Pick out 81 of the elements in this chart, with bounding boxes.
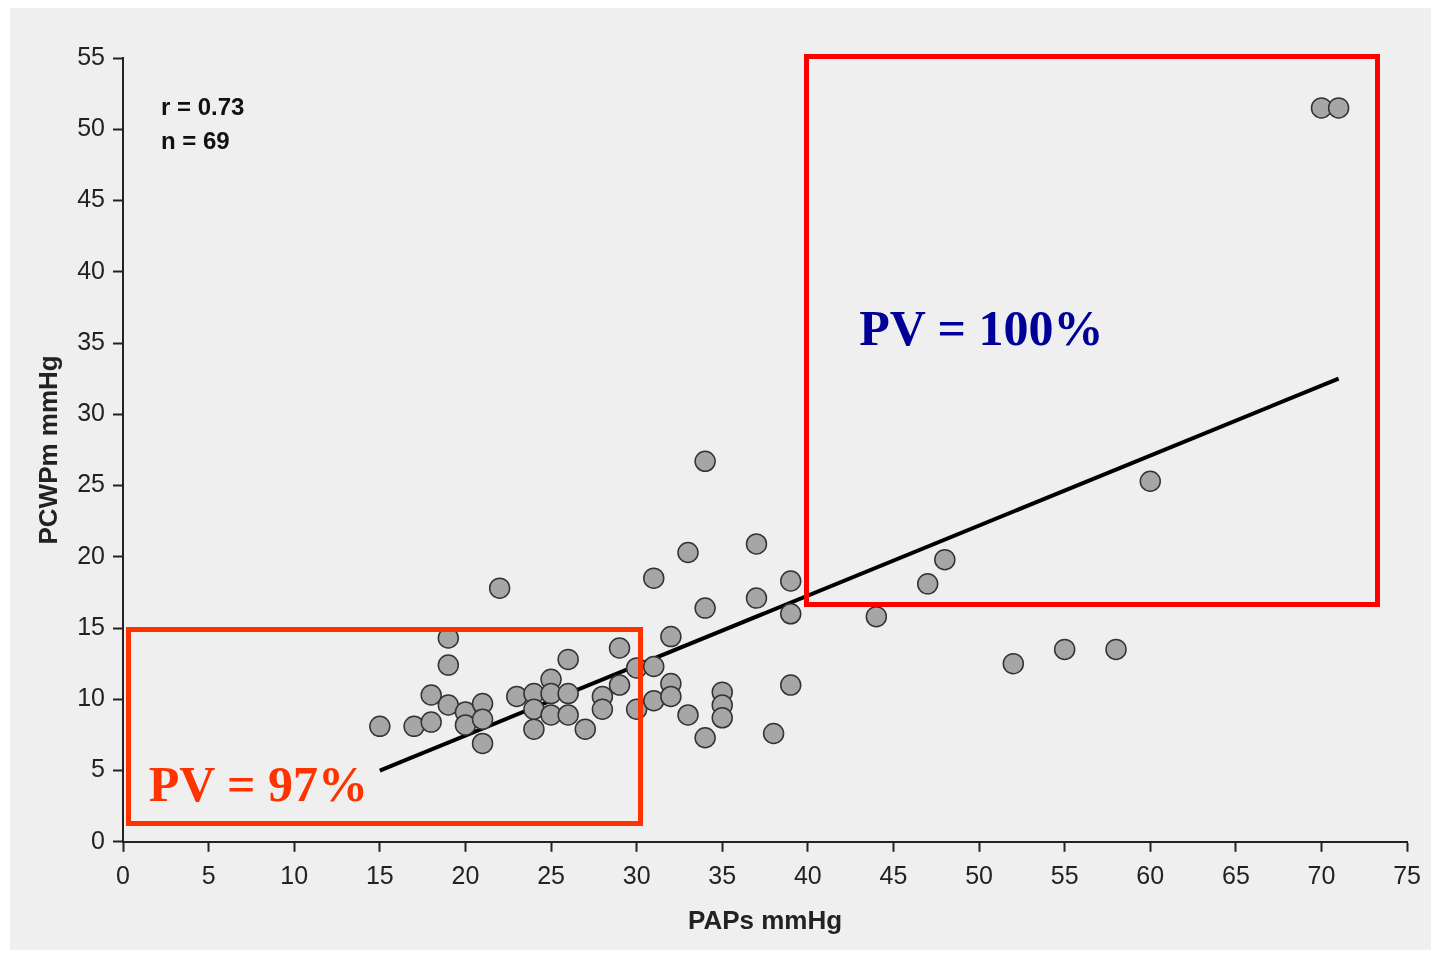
point [745,587,768,609]
point [694,597,716,619]
y-tick-label: 50 [77,113,106,142]
point [779,570,802,592]
point [711,707,733,729]
point [557,648,579,671]
point [574,718,597,740]
point [608,674,631,696]
point [488,577,511,599]
x-tick-label: 50 [965,860,993,889]
point [557,704,579,726]
point [369,715,391,738]
point [540,704,562,726]
point [557,682,579,705]
point [677,704,699,726]
x-tick-label: 25 [537,860,565,889]
x-tick-label: 15 [365,860,394,889]
point [1139,470,1162,492]
point [523,718,545,740]
point [403,715,425,738]
x-tick-label: 45 [879,860,908,889]
y-tick-label: 45 [77,184,106,213]
y-tick-label: 10 [77,683,106,712]
point [420,711,442,733]
point [1002,652,1025,675]
x-tick-label: 30 [622,860,651,889]
point [643,689,665,712]
x-tick-label: 0 [116,860,130,889]
point [1105,638,1127,661]
y-tick-label: 25 [77,469,106,498]
x-tick-label: 55 [1050,860,1079,889]
x-tick-label: 10 [280,860,309,889]
point [1053,638,1076,661]
point [591,698,614,721]
point [471,732,494,755]
y-tick-label: 55 [77,41,106,70]
point [643,567,665,589]
point [454,714,477,736]
point [660,685,682,708]
y-tick-label: 40 [77,255,106,284]
point [608,637,631,659]
x-tick-label: 65 [1221,860,1250,889]
point [779,603,802,625]
annotation: PV = 97% [148,754,368,813]
x-tick-label: 60 [1136,860,1165,889]
x-tick-label: 75 [1393,860,1421,889]
annotation: PV = 100% [859,298,1104,357]
point [694,450,716,473]
point [1327,97,1350,119]
point [437,654,460,676]
point [437,694,460,716]
point [677,541,699,564]
point [471,708,494,730]
x-tick-label: 20 [451,860,480,889]
point [660,625,682,648]
y-axis-title: PCWPm mmHg [32,355,63,545]
point [506,685,528,708]
point [762,722,785,745]
point [694,727,716,749]
x-tick-label: 35 [708,860,737,889]
x-axis-title: PAPs mmHg [688,904,843,935]
x-tick-label: 40 [793,860,822,889]
point [420,684,442,706]
annotation: n = 69 [161,126,230,154]
point [523,698,545,721]
y-tick-label: 35 [77,326,106,355]
point [865,605,888,628]
point [745,533,768,555]
y-tick-label: 0 [91,825,106,854]
y-tick-label: 5 [91,754,106,783]
point [779,674,802,696]
y-tick-label: 30 [77,398,106,427]
point [540,682,562,705]
x-tick-label: 70 [1307,860,1336,889]
x-tick-label: 5 [201,860,216,889]
y-tick-label: 20 [77,540,106,569]
annotation: r = 0.73 [161,92,245,120]
point [916,573,939,595]
y-tick-label: 15 [77,611,106,640]
point [643,655,665,678]
point [934,548,956,571]
